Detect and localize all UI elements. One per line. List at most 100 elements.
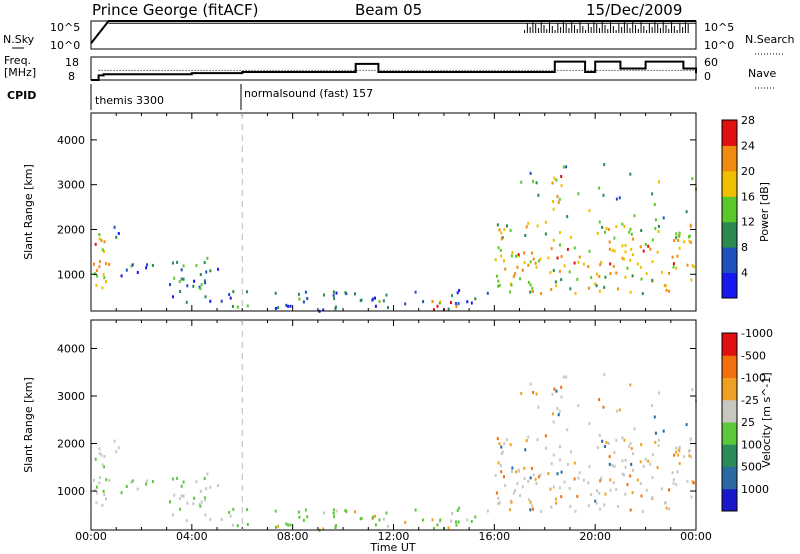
power-cell (537, 259, 540, 263)
velocity-cell (675, 450, 678, 454)
velocity-cell (640, 494, 643, 498)
velocity-cell (629, 474, 632, 478)
velocity-cell (560, 395, 563, 399)
velocity-cell (594, 499, 597, 503)
power-cell (691, 177, 694, 181)
velocity-cell (414, 508, 417, 512)
power-cell (576, 277, 579, 281)
velocity-cell (574, 509, 577, 513)
velocity-cell (685, 423, 688, 427)
power-colorbar-tick-label: 4 (741, 267, 748, 280)
power-colorbar-tick-label: 16 (741, 190, 755, 203)
power-cell (274, 291, 277, 295)
power-cell (560, 255, 563, 258)
nsky-label: N.Sky (3, 33, 35, 46)
velocity-cell (203, 496, 206, 500)
power-cell (657, 224, 660, 228)
power-cell (549, 271, 552, 274)
velocity-cell (199, 489, 202, 493)
velocity-cell (205, 487, 208, 491)
velocity-cell (529, 476, 532, 480)
velocity-cell (378, 518, 381, 522)
power-cell (573, 246, 576, 250)
noise-series (90, 20, 696, 45)
velocity-cell (504, 484, 507, 487)
velocity-cell (531, 507, 534, 511)
power-cell (582, 262, 585, 266)
power-cell (640, 277, 643, 281)
velocity-cell (532, 473, 535, 477)
power-cell (195, 264, 198, 268)
power-cell (675, 266, 678, 270)
power-cell (632, 253, 634, 257)
velocity-cell (439, 518, 442, 522)
velocity-cell (562, 375, 565, 379)
power-cell (661, 270, 663, 274)
velocity-cell (618, 408, 621, 412)
nsearch-tick-high: 10^5 (704, 21, 734, 34)
velocity-cell (657, 438, 660, 442)
power-cell (573, 261, 576, 265)
power-cell (560, 175, 563, 178)
power-cell (612, 265, 615, 268)
velocity-cell (289, 523, 292, 527)
power-cell (182, 277, 185, 281)
velocity-cell (603, 503, 606, 507)
power-cell (115, 235, 118, 239)
nsearch-tick-low: 10^0 (704, 39, 734, 52)
power-cell (596, 272, 598, 276)
velocity-cell (539, 473, 542, 477)
power-cell (335, 305, 337, 309)
velocity-cell (285, 522, 288, 526)
power-cell (626, 266, 629, 270)
velocity-cell (639, 482, 642, 486)
power-cell (500, 231, 503, 235)
x-tick-label: 08:00 (277, 530, 309, 543)
power-cell (639, 245, 642, 249)
power-cell (630, 247, 633, 251)
velocity-cell (220, 518, 223, 521)
power-cell (287, 304, 290, 308)
velocity-cell (668, 488, 670, 492)
velocity-cell (631, 491, 634, 495)
power-cell (629, 258, 632, 262)
nave-label: Nave (748, 67, 776, 80)
velocity-cell (436, 523, 439, 527)
power-cell (246, 290, 248, 294)
velocity-cell (503, 442, 506, 446)
velocity-cell (497, 461, 500, 465)
velocity-cell (500, 452, 503, 455)
power-cell (531, 286, 534, 290)
velocity-cell (98, 451, 101, 455)
velocity-cell (588, 465, 591, 469)
power-cell (302, 300, 305, 304)
velocity-cell (335, 524, 337, 528)
power-cell (611, 248, 614, 252)
velocity-cell (654, 431, 657, 435)
velocity-cell (179, 507, 182, 511)
power-cell (662, 216, 665, 220)
velocity-cell (658, 391, 660, 395)
power-cell (101, 248, 104, 252)
power-cell (360, 298, 363, 302)
power-cell (500, 254, 503, 258)
power-cell (566, 247, 569, 251)
power-cell (209, 299, 212, 303)
power-cell (504, 267, 507, 271)
velocity-cell (559, 445, 561, 449)
velocity-cell (274, 525, 277, 529)
x-tick-label: 12:00 (378, 530, 410, 543)
velocity-cell (657, 444, 660, 448)
velocity-cell (624, 492, 627, 496)
x-tick-label: 16:00 (478, 530, 510, 543)
power-colorbar-swatch (722, 247, 737, 274)
power-cell (554, 280, 557, 284)
power-cell (527, 280, 530, 284)
velocity-cell (125, 485, 128, 488)
velocity-cell (605, 441, 608, 444)
power-cell (229, 296, 232, 300)
power-cell (520, 180, 523, 184)
power-cell (692, 265, 695, 269)
velocity-cell (644, 457, 647, 461)
